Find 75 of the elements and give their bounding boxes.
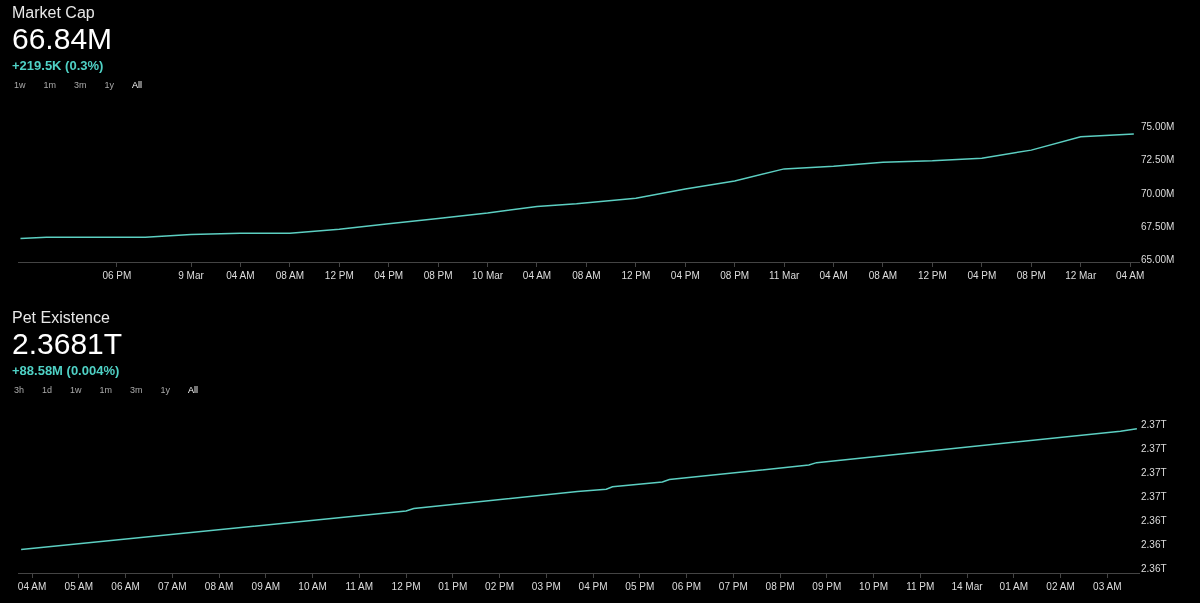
x-tick-label: 08 PM (720, 270, 750, 281)
x-tick-label: 09 AM (251, 581, 280, 592)
y-tick-label: 67.50M (1141, 220, 1175, 232)
x-tick-label: 12 PM (917, 270, 947, 281)
x-tick-label: 09 PM (812, 581, 842, 592)
x-tick-label: 10 AM (298, 581, 327, 592)
x-tick-label: 08 AM (204, 581, 234, 592)
x-tick-label: 11 Mar (768, 270, 800, 281)
x-tick-label: 04 AM (819, 270, 848, 281)
text: 1y (103, 79, 116, 91)
x-tick-label: 04 PM (967, 270, 997, 281)
x-tick-label: 05 AM (64, 581, 93, 592)
x-tick-label: 10 PM (859, 581, 888, 592)
x-tick-label: 9 Mar (178, 270, 205, 281)
text: 1d (41, 384, 54, 396)
x-tick-label: 04 PM (374, 270, 404, 281)
y-tick-label: 2.37T (1141, 490, 1167, 502)
text: 3h (13, 384, 25, 396)
x-tick-label: 11 AM (345, 581, 374, 592)
y-tick-label: 2.36T (1141, 563, 1167, 575)
x-tick-label: 04 AM (17, 581, 47, 592)
text: 1m (42, 79, 58, 91)
x-tick-label: 01 AM (999, 581, 1028, 592)
x-tick-label: 08 AM (868, 270, 898, 281)
text: 1w (69, 384, 83, 396)
x-tick-label: 14 Mar (951, 581, 984, 592)
chart-title: Market Cap (12, 4, 96, 22)
x-tick-label: 04 PM (578, 581, 608, 592)
x-tick-label: 04 PM (670, 270, 700, 281)
x-tick-label: 02 AM (1046, 581, 1075, 592)
x-tick-label: 12 PM (391, 581, 421, 592)
x-tick-label: 08 PM (765, 581, 795, 592)
x-tick-label: 05 PM (625, 581, 655, 592)
y-tick-label: 65.00M (1141, 254, 1175, 266)
text: All (131, 79, 144, 91)
y-tick-label: 2.37T (1141, 442, 1167, 454)
x-tick-label: 07 PM (718, 581, 748, 592)
y-tick-label: 2.36T (1141, 515, 1167, 527)
x-tick-label: 03 PM (531, 581, 561, 592)
x-tick-label: 11 PM (906, 581, 935, 592)
x-tick-label: 06 AM (111, 581, 140, 592)
x-tick-label: 06 PM (102, 270, 132, 281)
y-tick-label: 2.36T (1141, 539, 1167, 551)
x-tick-label: 04 AM (522, 270, 552, 281)
chart-subtitle: 2.3681T (12, 327, 124, 361)
x-tick-label: 12 Mar (1065, 270, 1097, 281)
text: 1y (159, 384, 172, 396)
x-tick-label: 04 AM (226, 270, 255, 281)
x-tick-label: 12 PM (621, 270, 651, 281)
x-tick-label: 03 AM (1093, 581, 1122, 592)
x-tick-label: 07 AM (158, 581, 187, 592)
x-tick-label: 08 AM (275, 270, 305, 281)
text: 3m (73, 79, 88, 91)
y-tick-label: 72.50M (1141, 154, 1175, 165)
text: +219.5K (0.3%) (12, 58, 105, 73)
x-tick-label: 02 PM (485, 581, 514, 592)
y-tick-label: 75.00M (1141, 120, 1175, 132)
x-tick-label: 08 AM (572, 270, 601, 281)
x-tick-label: 04 AM (1115, 270, 1145, 281)
chart-subtitle: 66.84M (12, 22, 114, 56)
text: +88.58M (0.004%) (12, 363, 121, 378)
text: All (187, 384, 200, 396)
y-tick-label: 2.37T (1141, 466, 1167, 478)
x-tick-label: 08 PM (1016, 270, 1046, 281)
y-tick-label: 2.37T (1141, 418, 1167, 430)
text: 1w (13, 79, 27, 91)
x-tick-label: 01 PM (438, 581, 468, 592)
text: 1m (98, 384, 114, 396)
x-tick-label: 12 PM (324, 270, 354, 281)
text: 3m (129, 384, 144, 396)
y-tick-label: 70.00M (1141, 187, 1175, 199)
x-tick-label: 06 PM (672, 581, 701, 592)
chart-title: Pet Existence (12, 309, 111, 327)
x-tick-label: 08 PM (423, 270, 453, 281)
x-tick-label: 10 Mar (472, 270, 504, 281)
